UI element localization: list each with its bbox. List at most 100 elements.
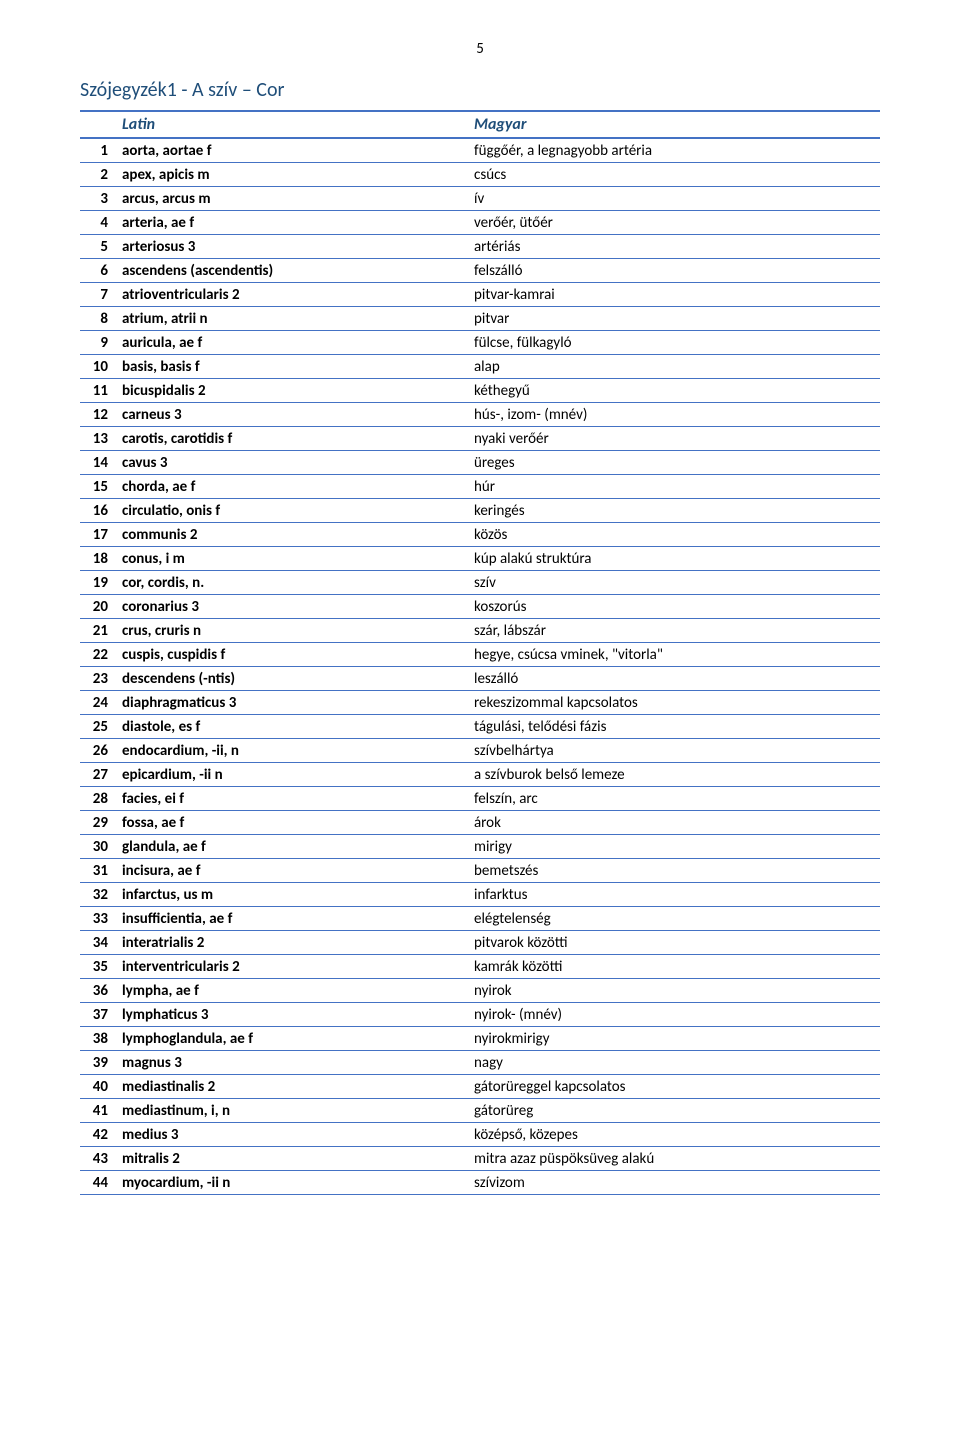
row-latin: cor, cordis, n.: [116, 571, 468, 595]
row-latin: cuspis, cuspidis f: [116, 643, 468, 667]
row-number: 3: [80, 187, 116, 211]
row-number: 16: [80, 499, 116, 523]
table-row: 3arcus, arcus mív: [80, 187, 880, 211]
row-latin: crus, cruris n: [116, 619, 468, 643]
table-row: 40mediastinalis 2gátorüreggel kapcsolato…: [80, 1075, 880, 1099]
row-latin: myocardium, -ii n: [116, 1171, 468, 1195]
row-latin: basis, basis f: [116, 355, 468, 379]
row-number: 14: [80, 451, 116, 475]
row-number: 37: [80, 1003, 116, 1027]
row-magyar: szívbelhártya: [468, 739, 880, 763]
row-number: 36: [80, 979, 116, 1003]
row-magyar: mitra azaz püspöksüveg alakú: [468, 1147, 880, 1171]
row-latin: circulatio, onis f: [116, 499, 468, 523]
row-magyar: fülcse, fülkagyló: [468, 331, 880, 355]
table-row: 22cuspis, cuspidis fhegye, csúcsa vminek…: [80, 643, 880, 667]
table-row: 10basis, basis falap: [80, 355, 880, 379]
table-row: 27epicardium, -ii na szívburok belső lem…: [80, 763, 880, 787]
row-magyar: kúp alakú struktúra: [468, 547, 880, 571]
row-latin: mediastinalis 2: [116, 1075, 468, 1099]
table-row: 42medius 3középső, közepes: [80, 1123, 880, 1147]
row-latin: atrium, atrii n: [116, 307, 468, 331]
row-magyar: mirigy: [468, 835, 880, 859]
row-magyar: csúcs: [468, 163, 880, 187]
row-number: 7: [80, 283, 116, 307]
table-row: 20coronarius 3koszorús: [80, 595, 880, 619]
row-latin: descendens (-ntis): [116, 667, 468, 691]
table-row: 31incisura, ae fbemetszés: [80, 859, 880, 883]
row-number: 17: [80, 523, 116, 547]
row-latin: mediastinum, i, n: [116, 1099, 468, 1123]
row-number: 39: [80, 1051, 116, 1075]
row-magyar: verőér, ütőér: [468, 211, 880, 235]
table-row: 17communis 2közös: [80, 523, 880, 547]
table-row: 34interatrialis 2pitvarok közötti: [80, 931, 880, 955]
table-row: 15chorda, ae fhúr: [80, 475, 880, 499]
row-latin: diaphragmaticus 3: [116, 691, 468, 715]
row-number: 11: [80, 379, 116, 403]
row-latin: carneus 3: [116, 403, 468, 427]
row-number: 6: [80, 259, 116, 283]
row-latin: fossa, ae f: [116, 811, 468, 835]
table-row: 24diaphragmaticus 3rekeszizommal kapcsol…: [80, 691, 880, 715]
row-latin: lympha, ae f: [116, 979, 468, 1003]
row-magyar: kéthegyű: [468, 379, 880, 403]
row-number: 24: [80, 691, 116, 715]
page-number: 5: [80, 40, 880, 58]
row-number: 25: [80, 715, 116, 739]
row-magyar: alap: [468, 355, 880, 379]
row-latin: insufficientia, ae f: [116, 907, 468, 931]
row-latin: aorta, aortae f: [116, 138, 468, 163]
table-row: 5arteriosus 3artériás: [80, 235, 880, 259]
row-magyar: árok: [468, 811, 880, 835]
row-latin: conus, i m: [116, 547, 468, 571]
row-latin: chorda, ae f: [116, 475, 468, 499]
row-latin: communis 2: [116, 523, 468, 547]
row-number: 10: [80, 355, 116, 379]
row-number: 12: [80, 403, 116, 427]
row-magyar: rekeszizommal kapcsolatos: [468, 691, 880, 715]
row-number: 23: [80, 667, 116, 691]
row-number: 22: [80, 643, 116, 667]
row-magyar: hegye, csúcsa vminek, "vitorla": [468, 643, 880, 667]
row-magyar: hús-, izom- (mnév): [468, 403, 880, 427]
row-magyar: szív: [468, 571, 880, 595]
row-latin: medius 3: [116, 1123, 468, 1147]
row-magyar: bemetszés: [468, 859, 880, 883]
header-num: [80, 111, 116, 138]
row-number: 31: [80, 859, 116, 883]
row-magyar: szívizom: [468, 1171, 880, 1195]
table-row: 32infarctus, us minfarktus: [80, 883, 880, 907]
row-magyar: húr: [468, 475, 880, 499]
table-row: 14cavus 3üreges: [80, 451, 880, 475]
row-number: 32: [80, 883, 116, 907]
row-number: 44: [80, 1171, 116, 1195]
row-latin: interventricularis 2: [116, 955, 468, 979]
row-number: 20: [80, 595, 116, 619]
row-number: 21: [80, 619, 116, 643]
row-magyar: pitvar: [468, 307, 880, 331]
row-number: 26: [80, 739, 116, 763]
row-number: 40: [80, 1075, 116, 1099]
row-magyar: pitvarok közötti: [468, 931, 880, 955]
row-number: 1: [80, 138, 116, 163]
row-magyar: a szívburok belső lemeze: [468, 763, 880, 787]
table-row: 29fossa, ae fárok: [80, 811, 880, 835]
row-magyar: felszín, arc: [468, 787, 880, 811]
row-latin: arteriosus 3: [116, 235, 468, 259]
row-number: 9: [80, 331, 116, 355]
row-number: 5: [80, 235, 116, 259]
row-magyar: közös: [468, 523, 880, 547]
table-row: 38lymphoglandula, ae fnyirokmirigy: [80, 1027, 880, 1051]
table-row: 6ascendens (ascendentis)felszálló: [80, 259, 880, 283]
header-latin: Latin: [116, 111, 468, 138]
row-latin: mitralis 2: [116, 1147, 468, 1171]
row-magyar: kamrák közötti: [468, 955, 880, 979]
table-body: 1aorta, aortae ffüggőér, a legnagyobb ar…: [80, 138, 880, 1195]
row-number: 33: [80, 907, 116, 931]
row-latin: apex, apicis m: [116, 163, 468, 187]
row-latin: glandula, ae f: [116, 835, 468, 859]
row-number: 27: [80, 763, 116, 787]
row-magyar: középső, közepes: [468, 1123, 880, 1147]
row-magyar: nyirokmirigy: [468, 1027, 880, 1051]
